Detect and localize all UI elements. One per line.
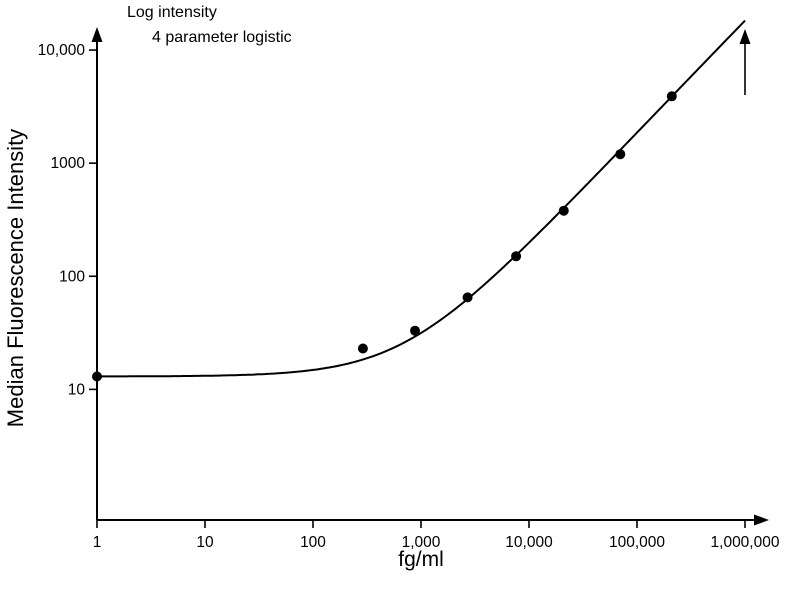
y-tick-label: 1000 [51, 155, 86, 172]
data-point [462, 292, 473, 303]
data-point [558, 205, 569, 216]
x-tick-label: 100,000 [609, 534, 665, 551]
fit-curve [97, 19, 746, 378]
x-tick-label: 100 [300, 534, 326, 551]
data-point [410, 325, 420, 336]
data-point [357, 343, 368, 354]
annotation-4-parameter-logistic: 4 parameter logistic [152, 29, 292, 46]
x-axis-label: fg/ml [398, 548, 444, 571]
x-tick-label: 1,000,000 [711, 534, 780, 551]
right-continuation-arrowhead [739, 29, 751, 44]
x-tick-label: 1,000 [402, 534, 441, 551]
x-tick-label: 1 [93, 534, 102, 551]
data-point [511, 251, 522, 262]
data-point [666, 91, 677, 102]
x-axis-arrowhead [754, 514, 769, 526]
x-tick-label: 10 [196, 534, 214, 551]
y-tick-label: 10 [68, 381, 86, 398]
x-tick-label: 10,000 [505, 534, 553, 551]
data-point [615, 149, 626, 160]
y-tick-label: 100 [59, 268, 85, 285]
annotation-log-intensity: Log intensity [127, 4, 217, 21]
y-tick-label: 10,000 [38, 42, 86, 59]
y-axis-arrowhead [91, 27, 103, 42]
